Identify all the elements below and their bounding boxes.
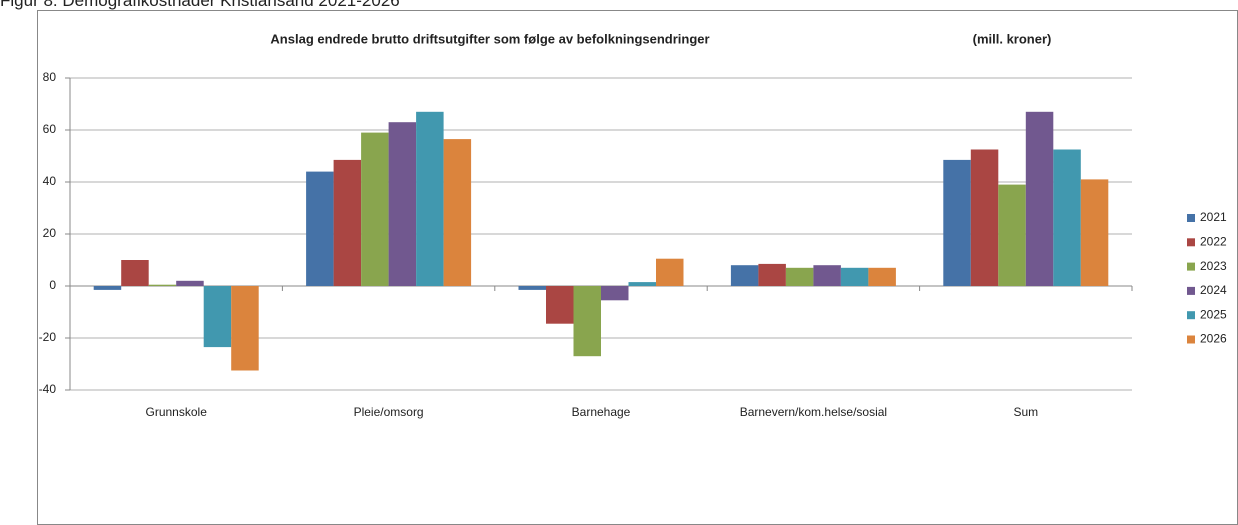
legend-swatch — [1187, 262, 1195, 271]
legend-swatch — [1187, 311, 1195, 320]
bar — [121, 260, 149, 286]
legend-label: 2022 — [1200, 234, 1227, 248]
bar — [840, 267, 869, 286]
bar — [443, 139, 472, 286]
y-tick-label: -20 — [39, 330, 57, 344]
bar — [1025, 111, 1054, 286]
y-tick-label: 80 — [43, 70, 57, 84]
bar — [546, 286, 574, 324]
legend-label: 2024 — [1200, 283, 1227, 297]
y-tick-label: 60 — [43, 122, 57, 136]
bar — [518, 286, 546, 290]
x-tick-label: Barnehage — [572, 405, 631, 419]
legend-swatch — [1187, 335, 1195, 344]
bar — [601, 286, 629, 301]
bar — [573, 286, 601, 357]
bar — [868, 267, 896, 286]
bar — [93, 286, 122, 290]
bar — [785, 267, 814, 286]
bar — [970, 149, 999, 286]
bar — [758, 263, 786, 286]
legend-label: 2021 — [1200, 210, 1227, 224]
bar — [176, 280, 204, 286]
legend-swatch — [1187, 214, 1195, 222]
legend-swatch — [1187, 286, 1195, 295]
bar — [148, 284, 177, 286]
bar — [998, 184, 1026, 286]
bar — [416, 111, 444, 286]
y-tick-label: 40 — [43, 174, 57, 188]
bar — [306, 171, 334, 286]
bar — [203, 286, 232, 348]
bar — [943, 159, 971, 286]
y-tick-label: -40 — [39, 382, 57, 396]
legend-label: 2023 — [1200, 259, 1227, 273]
legend-label: 2026 — [1200, 332, 1227, 346]
legend-swatch — [1187, 238, 1195, 247]
bar — [628, 282, 656, 286]
bar — [1053, 149, 1081, 286]
legend-label: 2025 — [1200, 307, 1227, 321]
chart-title: Anslag endrede brutto driftsutgifter som… — [270, 31, 709, 46]
x-tick-label: Grunnskole — [146, 405, 208, 419]
bar — [231, 286, 259, 371]
chart-subtitle: (mill. kroner) — [973, 31, 1052, 46]
bar — [813, 265, 841, 286]
bar — [730, 265, 759, 286]
bar — [656, 258, 684, 286]
x-tick-label: Sum — [1013, 405, 1038, 419]
bar — [333, 159, 362, 286]
x-tick-label: Barnevern/kom.helse/sosial — [740, 405, 887, 419]
bar — [388, 122, 417, 286]
y-tick-label: 20 — [43, 226, 57, 240]
bar — [1080, 179, 1109, 286]
y-tick-label: 0 — [49, 278, 56, 292]
figure-caption: Figur 8. Demografikostnader Kristiansand… — [0, 0, 400, 10]
x-tick-label: Pleie/omsorg — [354, 405, 424, 419]
bar — [361, 132, 389, 286]
